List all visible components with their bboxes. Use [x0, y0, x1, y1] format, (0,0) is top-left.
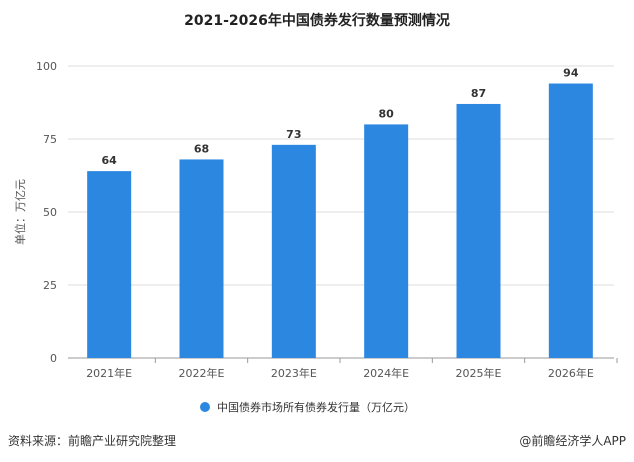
y-tick-label: 50	[43, 206, 57, 219]
y-tick-label: 100	[36, 60, 57, 73]
bar	[548, 83, 593, 359]
bar	[271, 144, 316, 358]
data-label: 80	[379, 107, 395, 120]
x-tick-label: 2022年E	[179, 366, 225, 380]
data-label: 73	[286, 128, 301, 141]
data-label: 68	[194, 142, 209, 155]
x-tick-label: 2025年E	[456, 366, 502, 380]
x-tick-label: 2023年E	[271, 366, 317, 380]
source-note: 资料来源：前瞻产业研究院整理	[8, 434, 177, 448]
x-tick-label: 2021年E	[86, 366, 132, 380]
bar	[456, 103, 501, 359]
y-axis-label: 单位：万亿元	[13, 179, 27, 245]
bar	[179, 159, 224, 358]
data-label: 94	[563, 67, 579, 80]
data-label: 87	[471, 87, 486, 100]
legend-marker	[200, 402, 210, 412]
data-label: 64	[102, 154, 118, 167]
chart-title: 2021-2026年中国债券发行数量预测情况	[184, 12, 450, 29]
y-tick-label: 75	[43, 133, 57, 146]
x-tick-label: 2026年E	[548, 366, 594, 380]
y-tick-label: 25	[43, 279, 57, 292]
brand-label: @前瞻经济学人APP	[519, 434, 626, 448]
legend-label: 中国债券市场所有债券发行量（万亿元）	[217, 400, 415, 414]
bar	[87, 171, 132, 358]
legend: 中国债券市场所有债券发行量（万亿元）	[200, 400, 415, 414]
y-tick-label: 0	[50, 352, 57, 365]
bar	[364, 124, 409, 359]
bar-chart: 2021-2026年中国债券发行数量预测情况 单位：万亿元 0 25 50 75 100…	[13, 12, 618, 414]
x-tick-label: 2024年E	[363, 366, 409, 380]
